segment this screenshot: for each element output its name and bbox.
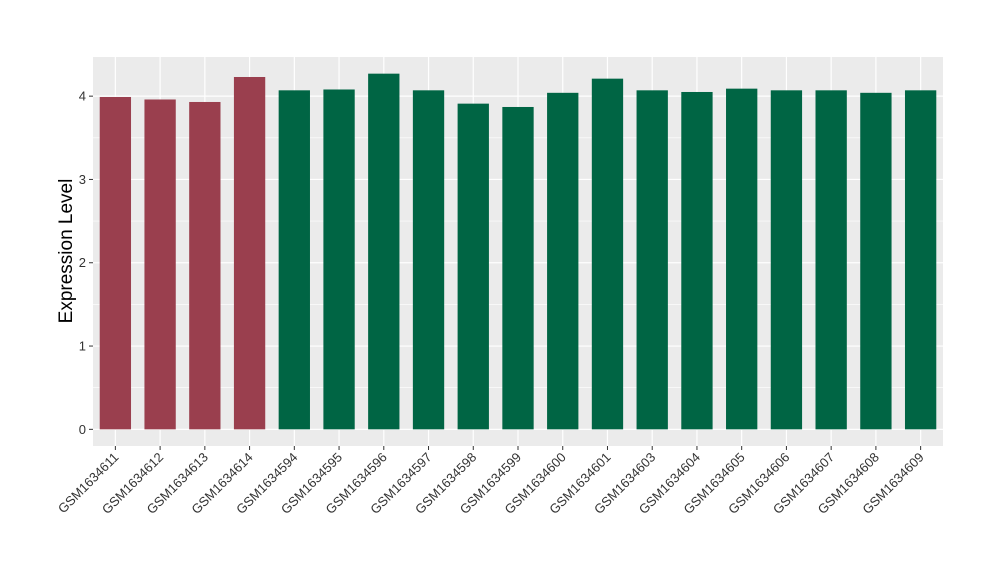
y-tick-label: 0 [79, 422, 86, 437]
bar-GSM1634596 [368, 73, 400, 430]
y-tick-label: 4 [79, 89, 86, 104]
y-tick-label: 1 [79, 339, 86, 354]
bar-GSM1634605 [726, 88, 758, 430]
y-axis: 0 1 2 3 4 [79, 89, 93, 437]
bar-GSM1634604 [681, 91, 713, 430]
bar-GSM1634601 [591, 78, 624, 430]
bar-GSM1634609 [904, 90, 937, 430]
bar-GSM1634603 [636, 90, 668, 430]
bar-GSM1634613 [189, 101, 221, 430]
bar-GSM1634608 [860, 92, 892, 430]
bar-GSM1634594 [278, 90, 310, 430]
bar-GSM1634614 [233, 76, 266, 430]
y-axis-title: Expression Level [56, 179, 77, 324]
y-tick-label: 3 [79, 172, 86, 187]
bar-GSM1634607 [815, 90, 847, 430]
bar-GSM1634600 [547, 92, 579, 430]
bar-GSM1634606 [770, 90, 803, 430]
bars [99, 73, 937, 430]
bar-GSM1634598 [457, 103, 489, 430]
bar-GSM1634611 [99, 96, 132, 430]
x-axis: GSM1634611GSM1634612GSM1634613GSM1634614… [55, 446, 927, 517]
bar-GSM1634595 [323, 89, 355, 430]
bar-GSM1634599 [502, 106, 534, 430]
bar-GSM1634612 [144, 99, 176, 430]
bar-GSM1634597 [412, 90, 445, 430]
y-tick-label: 2 [79, 255, 86, 270]
